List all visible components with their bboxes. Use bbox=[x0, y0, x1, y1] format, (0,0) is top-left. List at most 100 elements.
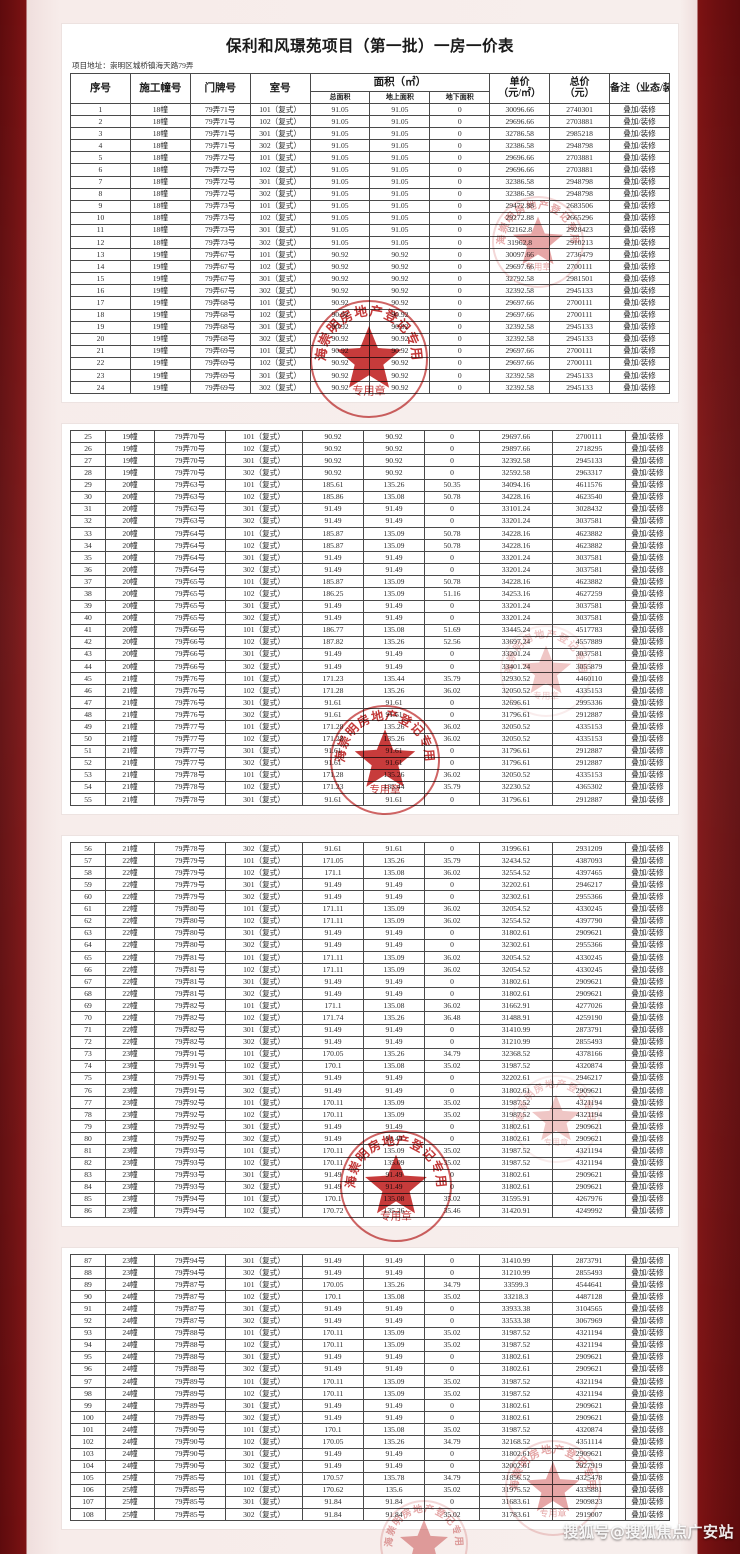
cell-building: 18幢 bbox=[129, 187, 191, 201]
cell-note: 叠加/装修 bbox=[625, 720, 670, 734]
cell-door: 79弄70号 bbox=[154, 442, 226, 456]
cell-building: 23幢 bbox=[105, 1059, 155, 1073]
cell-seq: 61 bbox=[70, 902, 106, 916]
cell-area-total: 171.28 bbox=[302, 684, 364, 698]
table-row: 53 21幢 79弄78号 101（复式） 171.28 135.26 36.02 32050… bbox=[70, 768, 670, 782]
cell-note: 叠加/装修 bbox=[625, 1168, 670, 1182]
cell-area-total: 91.49 bbox=[302, 1023, 364, 1037]
cell-building: 18幢 bbox=[129, 235, 191, 250]
cell-building: 18幢 bbox=[129, 115, 191, 129]
cell-building: 22幢 bbox=[105, 950, 155, 965]
cell-door: 79弄63号 bbox=[154, 478, 226, 492]
cell-note: 叠加/装修 bbox=[625, 623, 670, 637]
cell-seq: 81 bbox=[70, 1144, 106, 1158]
cell-building: 19幢 bbox=[129, 381, 191, 395]
cell-seq: 102 bbox=[70, 1435, 106, 1449]
table-row: 44 20幢 79弄66号 302（复式） 91.49 91.49 0 33401.24 305… bbox=[70, 659, 670, 674]
cell-building: 20幢 bbox=[105, 490, 155, 504]
table-row: 100 24幢 79弄89号 302（复式） 91.49 91.49 0 31802.61 29… bbox=[70, 1411, 670, 1425]
cell-area-total: 91.49 bbox=[302, 1266, 364, 1280]
cell-area-above: 91.49 bbox=[363, 1023, 425, 1037]
cell-building: 20幢 bbox=[105, 599, 155, 613]
cell-total-price: 2945133 bbox=[552, 454, 626, 468]
cell-area-below: 0 bbox=[424, 551, 480, 565]
cell-door: 79弄63号 bbox=[154, 502, 226, 516]
cell-note: 叠加/装修 bbox=[625, 563, 670, 577]
cell-seq: 32 bbox=[70, 514, 106, 528]
cell-note: 叠加/装修 bbox=[625, 575, 670, 589]
table-row: 104 24幢 79弄90号 302（复式） 91.49 91.49 0 32002.61 29… bbox=[70, 1459, 670, 1473]
cell-note: 叠加/装修 bbox=[625, 987, 670, 1001]
cell-area-total: 91.49 bbox=[302, 1071, 364, 1085]
cell-room: 301（复式） bbox=[225, 551, 303, 565]
cell-door: 79弄66号 bbox=[154, 635, 226, 649]
cell-building: 20幢 bbox=[105, 478, 155, 492]
cell-room: 302（复式） bbox=[225, 1314, 303, 1328]
cell-note: 叠加/装修 bbox=[609, 320, 670, 334]
cell-area-below: 0 bbox=[424, 792, 480, 807]
cell-building: 23幢 bbox=[105, 1132, 155, 1146]
cell-building: 21幢 bbox=[105, 756, 155, 770]
cell-area-above: 135.08 bbox=[363, 1192, 425, 1206]
cell-room: 102（复式） bbox=[249, 308, 311, 322]
cell-door: 79弄65号 bbox=[154, 599, 226, 613]
cell-area-below: 0 bbox=[429, 248, 491, 262]
cell-total-price: 4325478 bbox=[552, 1471, 626, 1485]
cell-total-price: 2909621 bbox=[552, 1168, 626, 1182]
cell-door: 79弄73号 bbox=[189, 223, 251, 237]
cell-unit-price: 32386.58 bbox=[489, 187, 551, 201]
cell-unit-price: 32696.61 bbox=[479, 696, 553, 710]
cell-note: 叠加/装修 bbox=[625, 1192, 670, 1206]
cell-total-price: 2718295 bbox=[552, 442, 626, 456]
cell-area-total: 91.05 bbox=[309, 115, 371, 129]
cell-area-below: 36.48 bbox=[424, 1011, 480, 1025]
cell-note: 叠加/装修 bbox=[609, 235, 670, 250]
cell-seq: 98 bbox=[70, 1387, 106, 1401]
cell-door: 79弄81号 bbox=[154, 950, 226, 965]
cell-seq: 99 bbox=[70, 1399, 106, 1413]
cell-total-price: 2909621 bbox=[552, 1411, 626, 1425]
cell-area-below: 35.02 bbox=[424, 1096, 480, 1110]
cell-area-below: 34.79 bbox=[424, 1435, 480, 1449]
cell-building: 21幢 bbox=[105, 792, 155, 807]
cell-building: 24幢 bbox=[105, 1350, 155, 1364]
cell-area-below: 0 bbox=[424, 659, 480, 674]
cell-note: 叠加/装修 bbox=[625, 1120, 670, 1134]
cell-area-below: 0 bbox=[429, 163, 491, 177]
cell-door: 79弄91号 bbox=[154, 1059, 226, 1073]
cell-area-below: 50.78 bbox=[424, 539, 480, 553]
cell-building: 22幢 bbox=[105, 866, 155, 880]
cell-room: 102（复式） bbox=[225, 1483, 303, 1497]
price-table-1: 序号 施工幢号 门牌号 室号 面积（㎡） 单价 （元/㎡） 总价 （元） 备注（… bbox=[70, 72, 670, 395]
cell-room: 101（复式） bbox=[225, 478, 303, 492]
cell-area-below: 0 bbox=[424, 1350, 480, 1364]
price-table-2: 25 19幢 79弄70号 101（复式） 90.92 90.92 0 29697.66 270… bbox=[70, 430, 670, 807]
cell-room: 301（复式） bbox=[225, 647, 303, 661]
cell-total-price: 3037581 bbox=[552, 563, 626, 577]
cell-total-price: 2912887 bbox=[552, 756, 626, 770]
cell-note: 叠加/装修 bbox=[609, 211, 670, 225]
table-row: 50 21幢 79弄77号 102（复式） 171.28 135.26 36.02 32050… bbox=[70, 732, 670, 746]
cell-unit-price: 34228.16 bbox=[479, 539, 553, 553]
cell-area-below: 0 bbox=[424, 696, 480, 710]
cell-seq: 55 bbox=[70, 792, 106, 807]
cell-area-above: 91.49 bbox=[363, 1253, 425, 1268]
cell-area-below: 51.69 bbox=[424, 623, 480, 637]
cell-building: 18幢 bbox=[129, 163, 191, 177]
cell-unit-price: 31796.61 bbox=[479, 756, 553, 770]
table-row: 61 22幢 79弄80号 101（复式） 171.11 135.09 36.02 32054… bbox=[70, 902, 670, 916]
cell-door: 79弄71号 bbox=[189, 102, 251, 117]
cell-seq: 49 bbox=[70, 720, 106, 734]
cell-seq: 28 bbox=[70, 466, 106, 480]
cell-area-total: 91.49 bbox=[302, 1362, 364, 1376]
header-total-price-line1: 总价 bbox=[569, 76, 590, 88]
cell-room: 101（复式） bbox=[225, 1192, 303, 1206]
cell-area-total: 91.49 bbox=[302, 599, 364, 613]
cell-note: 叠加/装修 bbox=[609, 199, 670, 213]
cell-area-below: 0 bbox=[424, 938, 480, 952]
cell-seq: 69 bbox=[70, 999, 106, 1013]
cell-area-above: 135.09 bbox=[363, 587, 425, 601]
cell-door: 79弄90号 bbox=[154, 1423, 226, 1437]
cell-door: 79弄71号 bbox=[189, 115, 251, 129]
cell-seq: 106 bbox=[70, 1483, 106, 1497]
